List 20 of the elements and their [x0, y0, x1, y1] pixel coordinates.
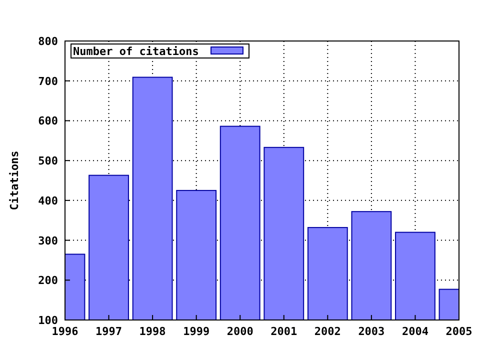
x-tick-label: 1997	[96, 325, 122, 338]
x-tick-label: 1999	[183, 325, 210, 338]
x-tick-label: 1998	[139, 325, 166, 338]
y-tick-label: 800	[38, 35, 58, 48]
x-tick-label: 1996	[52, 325, 79, 338]
x-tick-label: 2002	[314, 325, 341, 338]
y-tick-label: 400	[38, 194, 58, 208]
x-tick-label: 2003	[358, 325, 385, 338]
x-tick-label: 2004	[402, 325, 429, 338]
y-tick-label: 700	[38, 74, 58, 88]
y-axis-title: Citations	[8, 150, 21, 210]
y-tick-label: 300	[38, 234, 58, 248]
x-tick-label: 2005	[446, 325, 472, 338]
x-tick-label: 2000	[226, 325, 254, 338]
x-tick-label: 2001	[270, 325, 298, 338]
y-tick-label: 100	[38, 314, 58, 327]
y-tick-label: 200	[38, 274, 58, 288]
y-tick-label: 500	[38, 154, 58, 168]
legend-label: Number of citations	[73, 45, 199, 58]
y-tick-label: 600	[38, 114, 58, 128]
